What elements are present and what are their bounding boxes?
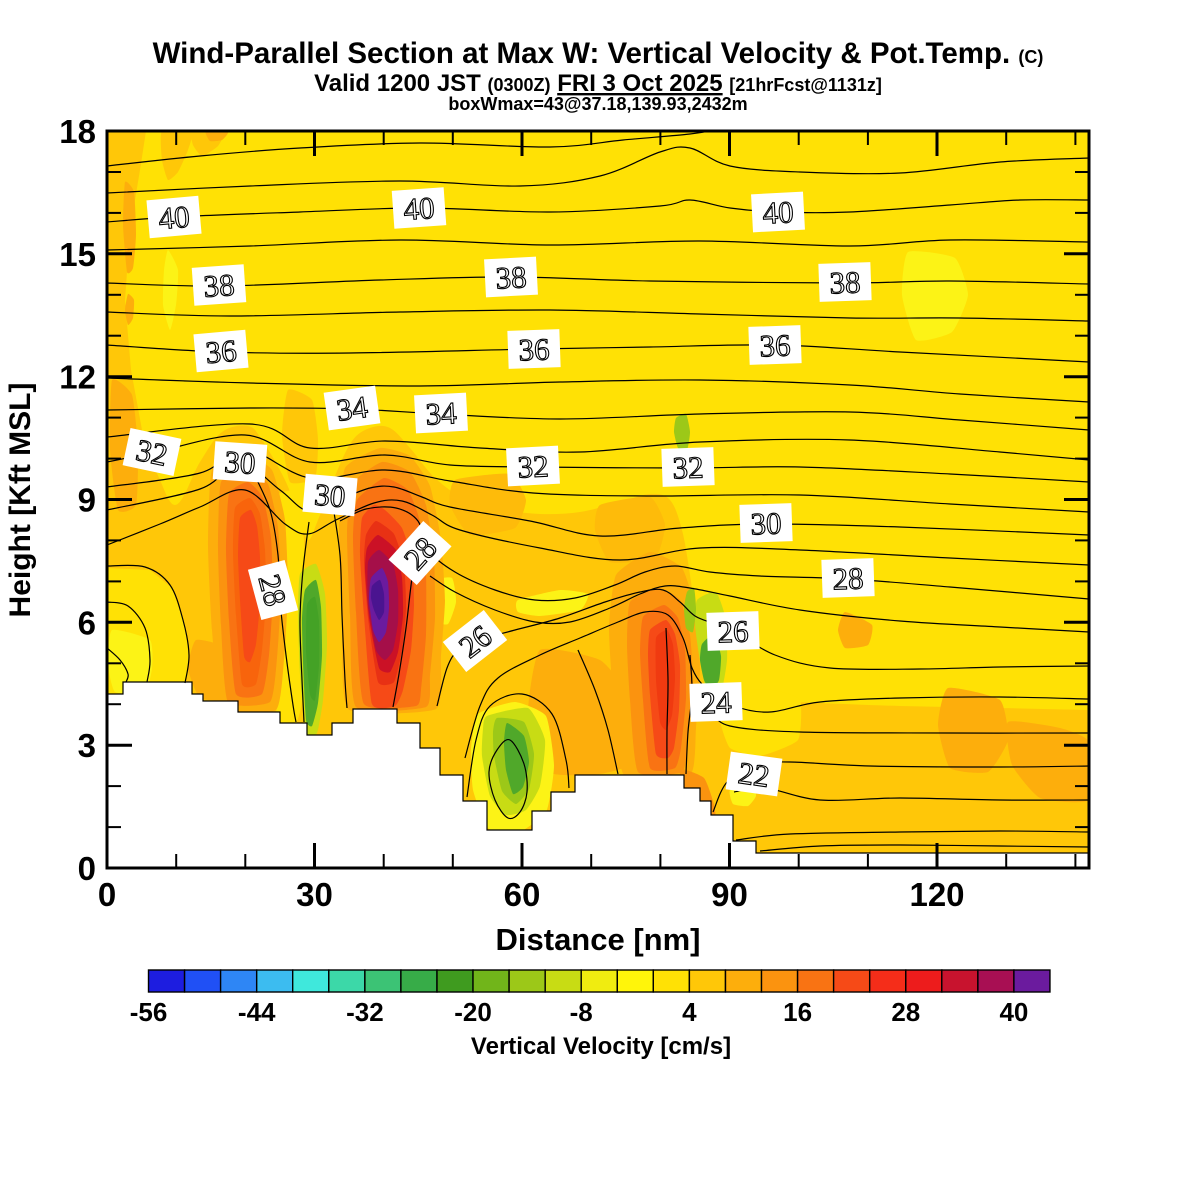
svg-text:38: 38	[202, 267, 235, 304]
svg-text:-8: -8	[570, 997, 593, 1027]
svg-text:-32: -32	[346, 997, 384, 1027]
svg-text:30: 30	[223, 444, 256, 481]
svg-text:Vertical Velocity [cm/s]: Vertical Velocity [cm/s]	[471, 1033, 731, 1060]
svg-text:36: 36	[759, 327, 791, 363]
svg-text:16: 16	[783, 997, 812, 1027]
svg-text:34: 34	[334, 389, 370, 428]
svg-text:Height [Kft MSL]: Height [Kft MSL]	[4, 383, 37, 618]
svg-text:32: 32	[672, 449, 704, 485]
svg-text:40: 40	[999, 997, 1028, 1027]
svg-text:22: 22	[736, 755, 772, 794]
svg-text:30: 30	[750, 505, 782, 541]
svg-text:30: 30	[296, 876, 333, 913]
svg-text:34: 34	[425, 395, 458, 432]
svg-text:120: 120	[909, 876, 964, 913]
svg-text:Wind-Parallel Section at Max W: Wind-Parallel Section at Max W: Vertical…	[153, 37, 1044, 70]
svg-text:90: 90	[711, 876, 748, 913]
svg-text:Distance [nm]: Distance [nm]	[496, 922, 701, 957]
svg-text:15: 15	[59, 236, 96, 273]
svg-text:36: 36	[204, 333, 238, 371]
svg-text:-56: -56	[130, 997, 168, 1027]
svg-text:30: 30	[313, 477, 347, 515]
svg-text:-44: -44	[238, 997, 276, 1027]
svg-text:26: 26	[717, 613, 749, 649]
svg-text:60: 60	[504, 876, 541, 913]
svg-text:18: 18	[59, 113, 96, 150]
svg-text:40: 40	[762, 194, 795, 231]
svg-text:32: 32	[517, 448, 550, 485]
svg-text:boxWmax=43@37.18,139.93,2432m: boxWmax=43@37.18,139.93,2432m	[448, 94, 747, 114]
svg-text:38: 38	[495, 259, 528, 296]
svg-text:3: 3	[78, 727, 96, 764]
svg-text:28: 28	[891, 997, 920, 1027]
svg-text:0: 0	[98, 876, 116, 913]
svg-text:6: 6	[78, 604, 96, 641]
svg-text:40: 40	[157, 199, 191, 237]
svg-text:Valid 1200 JST (0300Z) FRI 3 O: Valid 1200 JST (0300Z) FRI 3 Oct 2025 [2…	[314, 70, 882, 97]
svg-text:24: 24	[700, 684, 733, 720]
svg-text:-20: -20	[454, 997, 492, 1027]
svg-text:12: 12	[59, 359, 96, 396]
svg-text:9: 9	[78, 482, 96, 519]
svg-text:0: 0	[78, 850, 96, 887]
svg-text:28: 28	[832, 560, 864, 596]
svg-text:32: 32	[133, 432, 171, 473]
svg-text:36: 36	[518, 331, 550, 367]
svg-text:40: 40	[402, 190, 435, 227]
svg-text:4: 4	[682, 997, 697, 1027]
svg-text:38: 38	[829, 264, 861, 300]
